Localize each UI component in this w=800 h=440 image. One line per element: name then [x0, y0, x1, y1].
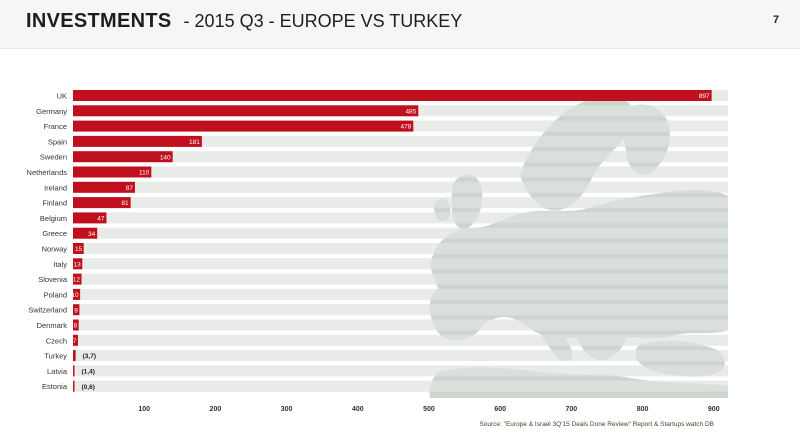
- bar: [73, 197, 131, 209]
- x-tick-label: 400: [352, 406, 364, 413]
- bar: [73, 135, 202, 147]
- bar-track: [73, 227, 728, 239]
- bar: [73, 273, 82, 285]
- bar-track: [73, 243, 728, 254]
- bar: [73, 304, 80, 316]
- bar: [73, 181, 135, 193]
- category-label: Belgium: [40, 214, 67, 223]
- bar: [73, 380, 75, 392]
- bar-track: [73, 197, 728, 209]
- value-label: 34: [88, 231, 96, 238]
- bar-track: [73, 258, 728, 270]
- bar: [73, 258, 83, 270]
- category-label: Latvia: [47, 367, 68, 376]
- value-label: 13: [74, 261, 82, 268]
- x-tick-label: 500: [423, 406, 435, 413]
- bar-track: [73, 135, 728, 147]
- bar: [73, 350, 76, 362]
- category-label: Slovenia: [38, 275, 68, 284]
- title-subtitle: - 2015 Q3 - EUROPE VS TURKEY: [183, 11, 463, 31]
- category-label: Spain: [48, 137, 67, 146]
- bar-track: [73, 151, 728, 163]
- bar-track: [73, 181, 728, 193]
- page-title: INVESTMENTS - 2015 Q3 - EUROPE VS TURKEY: [26, 10, 462, 33]
- source-note: Source: "Europe & Israel 3Q'15 Deals Don…: [479, 421, 714, 428]
- x-axis-ticks: 100 200 300 400 500 600 700 800 900: [138, 406, 719, 413]
- x-tick-label: 200: [210, 406, 222, 413]
- category-label: Poland: [44, 290, 67, 299]
- x-tick-label: 300: [281, 406, 293, 413]
- bar: [73, 105, 419, 117]
- x-tick-label: 700: [566, 406, 578, 413]
- value-label: 12: [73, 277, 81, 284]
- category-label: Norway: [42, 245, 68, 254]
- category-label: Finland: [42, 199, 67, 208]
- bar: [73, 334, 78, 346]
- bar: [73, 166, 152, 178]
- category-label: Czech: [46, 336, 67, 345]
- category-label: Germany: [36, 107, 67, 116]
- x-tick-label: 900: [708, 406, 720, 413]
- value-label: (0,6): [82, 384, 95, 391]
- value-label: 478: [400, 124, 411, 131]
- bar-track: [73, 380, 728, 392]
- bar: [73, 227, 98, 239]
- x-tick-label: 600: [494, 406, 506, 413]
- value-label: 181: [189, 139, 200, 146]
- category-label: UK: [57, 92, 67, 101]
- bar: [73, 288, 81, 300]
- value-label: 140: [160, 154, 171, 161]
- category-label: Italy: [53, 260, 67, 269]
- bar: [73, 212, 107, 224]
- value-label: 10: [71, 292, 79, 299]
- category-label: Estonia: [42, 382, 68, 391]
- bar: [73, 120, 414, 132]
- value-label: (1,4): [82, 369, 95, 376]
- bar-track: [73, 304, 728, 316]
- bar: [73, 243, 84, 254]
- bar-track: [73, 334, 728, 346]
- value-label: 47: [97, 216, 105, 223]
- category-label: Denmark: [37, 321, 68, 330]
- category-label: France: [44, 122, 67, 131]
- title-main: INVESTMENTS: [26, 10, 172, 32]
- category-label: Turkey: [44, 352, 67, 361]
- value-label: 87: [126, 185, 134, 192]
- value-label: (3,7): [83, 353, 96, 360]
- value-label: 81: [121, 200, 129, 207]
- bar: [73, 319, 79, 331]
- bar: [73, 365, 75, 377]
- header-bar: INVESTMENTS - 2015 Q3 - EUROPE VS TURKEY …: [0, 0, 800, 49]
- value-label: 15: [75, 246, 83, 253]
- category-label: Ireland: [44, 183, 67, 192]
- category-label: Greece: [42, 229, 67, 238]
- bar-track: [73, 350, 728, 362]
- bar-track: [73, 212, 728, 224]
- category-label: Sweden: [40, 153, 67, 162]
- category-label: Netherlands: [27, 168, 68, 177]
- value-label: 8: [74, 323, 78, 330]
- bar: [73, 151, 173, 163]
- bar-track: [73, 319, 728, 331]
- bars: [73, 90, 712, 392]
- bar: [73, 90, 712, 101]
- value-label: 897: [699, 93, 710, 100]
- bar-track: [73, 288, 728, 300]
- category-labels: UK Germany France Spain Sweden Netherlands Ire…: [27, 92, 68, 392]
- value-label: 9: [74, 307, 78, 314]
- value-label: 110: [139, 170, 150, 177]
- value-labels: 8974854781811401108781473415131210987(3,…: [71, 93, 710, 391]
- x-tick-label: 100: [138, 406, 150, 413]
- value-label: 485: [405, 108, 416, 115]
- value-label: 7: [73, 338, 77, 345]
- category-label: Switzerland: [28, 306, 67, 315]
- bar-track: [73, 166, 728, 178]
- bar-track: [73, 273, 728, 285]
- page-number: 7: [773, 14, 780, 26]
- bar-track: [73, 365, 728, 377]
- x-tick-label: 800: [637, 406, 649, 413]
